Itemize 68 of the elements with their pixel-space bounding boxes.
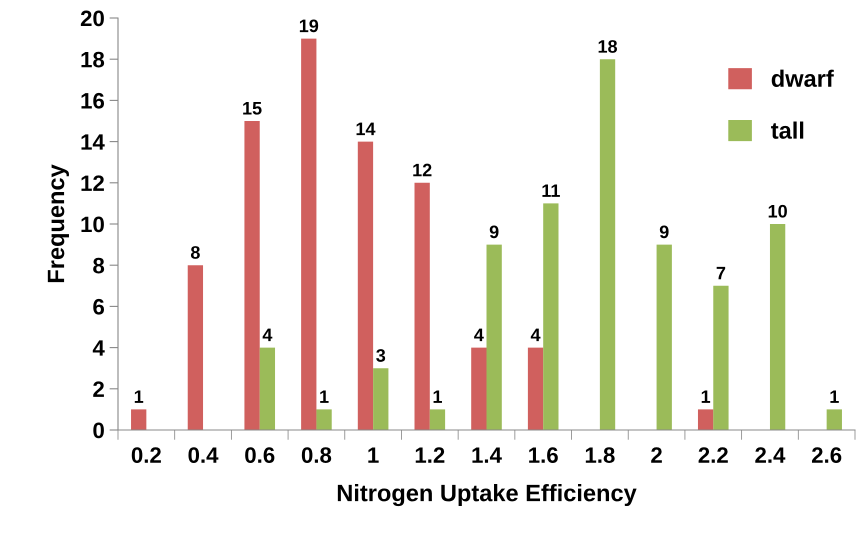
bar bbox=[316, 409, 332, 430]
bar bbox=[770, 224, 786, 430]
bar bbox=[656, 244, 672, 430]
data-label: 14 bbox=[356, 122, 376, 136]
x-tick-label: 1.4 bbox=[472, 447, 502, 463]
data-label: 19 bbox=[300, 19, 318, 32]
y-tick-label: 8 bbox=[93, 258, 104, 274]
x-tick-label: 0.6 bbox=[245, 447, 274, 463]
legend-label: dwarf bbox=[772, 70, 834, 87]
y-tick-label: 6 bbox=[93, 298, 104, 315]
x-tick-label: 2.4 bbox=[755, 447, 786, 463]
x-tick-label: 1.2 bbox=[416, 447, 444, 463]
data-label: 7 bbox=[716, 266, 726, 280]
data-label: 8 bbox=[190, 246, 200, 259]
x-tick-label: 2 bbox=[651, 447, 662, 463]
bar bbox=[698, 409, 714, 430]
bar bbox=[358, 142, 374, 430]
y-tick-label: 14 bbox=[81, 134, 105, 150]
bar bbox=[373, 368, 388, 430]
bar bbox=[826, 409, 842, 430]
data-label: 11 bbox=[542, 184, 560, 197]
legend-label: tall bbox=[771, 122, 804, 139]
data-label: 4 bbox=[530, 328, 540, 342]
data-label: 4 bbox=[262, 328, 272, 342]
x-tick-label: 0.8 bbox=[302, 447, 332, 463]
x-tick-label: 1.8 bbox=[586, 447, 615, 463]
y-axis-title: Frequency bbox=[48, 164, 69, 282]
x-tick-label: 0.4 bbox=[188, 447, 218, 463]
y-tick-label: 20 bbox=[80, 10, 104, 26]
y-tick-label: 0 bbox=[93, 422, 104, 438]
y-tick-label: 12 bbox=[81, 175, 104, 191]
y-tick-label: 16 bbox=[81, 92, 104, 109]
bar bbox=[543, 203, 558, 430]
x-axis-title: Nitrogen Uptake Efficiency bbox=[338, 484, 637, 506]
bar bbox=[244, 121, 260, 430]
data-label: 3 bbox=[376, 349, 386, 362]
x-tick-label: 1 bbox=[368, 447, 379, 463]
data-label: 9 bbox=[490, 225, 499, 238]
data-label: 18 bbox=[598, 40, 618, 53]
data-label: 1 bbox=[702, 390, 710, 403]
x-tick-label: 2.6 bbox=[812, 447, 842, 463]
data-label: 1 bbox=[134, 390, 144, 403]
bar bbox=[414, 182, 430, 430]
bar bbox=[713, 286, 729, 430]
bar bbox=[471, 348, 486, 430]
y-tick-label: 4 bbox=[92, 340, 105, 356]
x-tick-label: 1.6 bbox=[529, 447, 558, 463]
data-label: 9 bbox=[660, 225, 669, 238]
bar bbox=[131, 409, 146, 430]
bar bbox=[430, 409, 446, 430]
data-label: 1 bbox=[434, 390, 442, 403]
bar bbox=[600, 59, 616, 430]
y-tick-label: 10 bbox=[81, 216, 104, 232]
bar bbox=[528, 348, 544, 430]
bar bbox=[188, 265, 204, 430]
y-tick-label: 2 bbox=[93, 381, 104, 397]
x-tick-label: 2.2 bbox=[698, 447, 728, 463]
data-label: 1 bbox=[320, 390, 329, 403]
bar bbox=[486, 244, 502, 430]
bar bbox=[301, 38, 316, 430]
data-label: 10 bbox=[768, 204, 787, 218]
y-tick-label: 18 bbox=[81, 52, 104, 68]
x-tick-label: 0.2 bbox=[132, 447, 161, 463]
data-label: 15 bbox=[243, 102, 262, 115]
bar bbox=[260, 348, 276, 430]
data-label: 1 bbox=[830, 390, 839, 403]
data-label: 4 bbox=[474, 328, 484, 342]
data-label: 12 bbox=[413, 164, 432, 176]
